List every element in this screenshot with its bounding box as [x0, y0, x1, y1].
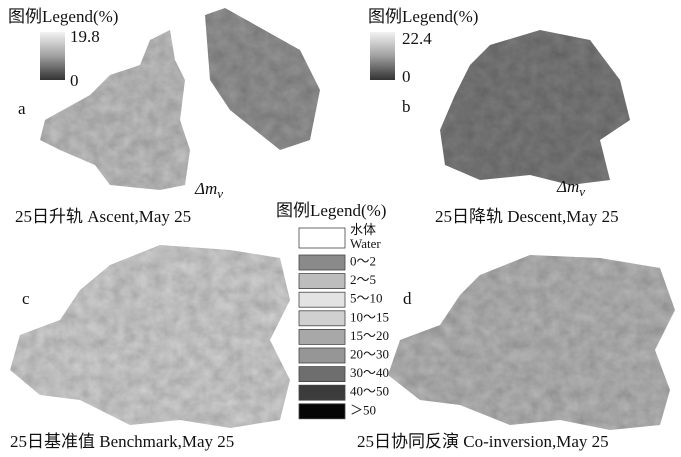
- legend-min: 0: [70, 71, 79, 90]
- legend-max: 19.8: [70, 27, 100, 46]
- legend-title: 图例Legend(%): [8, 7, 118, 26]
- legend-swatch: [299, 228, 345, 248]
- panel-label: c: [22, 289, 30, 308]
- legend-swatch: [299, 255, 345, 270]
- legend-title: 图例Legend(%): [368, 7, 478, 26]
- axis-label-sub: v: [217, 186, 223, 201]
- axis-label-sub: v: [579, 184, 585, 199]
- legend-label: 40～50: [350, 384, 389, 399]
- caption: 25日降轨 Descent,May 25: [435, 207, 619, 226]
- legend-label: 水体: [350, 222, 376, 237]
- legend-swatch: [299, 404, 345, 419]
- legend-swatch: [299, 274, 345, 289]
- legend-label: 15～20: [350, 328, 389, 343]
- panel-label: b: [402, 97, 411, 116]
- panel-label: d: [403, 289, 412, 308]
- legend-label: ＞50: [350, 402, 376, 417]
- color-ramp: [40, 32, 65, 80]
- legend-title: 图例Legend(%): [276, 201, 386, 220]
- caption: 25日基准值 Benchmark,May 25: [10, 432, 234, 451]
- legend-min: 0: [402, 67, 411, 86]
- figure: 图例Legend(%) 19.8 0 a Δmv 25日升轨 Ascent,Ma…: [0, 0, 681, 457]
- legend-label: 0～2: [350, 253, 376, 268]
- legend-swatch: [299, 385, 345, 400]
- legend-swatch: [299, 367, 345, 382]
- caption: 25日升轨 Ascent,May 25: [15, 207, 191, 226]
- panel-label: a: [18, 99, 26, 118]
- axis-label-main: Δm: [556, 177, 579, 196]
- axis-label: Δmv: [194, 179, 223, 201]
- legend-label: 5～10: [350, 291, 383, 306]
- legend-label: 2～5: [350, 272, 376, 287]
- map: [10, 245, 290, 428]
- legend-max: 22.4: [402, 29, 432, 48]
- legend-label: 30～40: [350, 365, 389, 380]
- legend-label: 10～15: [350, 309, 389, 324]
- map: [440, 30, 630, 185]
- legend-sublabel: Water: [350, 236, 381, 251]
- legend-swatch: [299, 292, 345, 307]
- legend-label: 20～30: [350, 346, 389, 361]
- map: [388, 255, 675, 430]
- legend-swatch: [299, 311, 345, 326]
- axis-label-main: Δm: [194, 179, 217, 198]
- legend-swatch: [299, 329, 345, 344]
- caption: 25日协同反演 Co-inversion,May 25: [357, 432, 609, 451]
- legend-swatch: [299, 348, 345, 363]
- color-ramp: [370, 32, 395, 80]
